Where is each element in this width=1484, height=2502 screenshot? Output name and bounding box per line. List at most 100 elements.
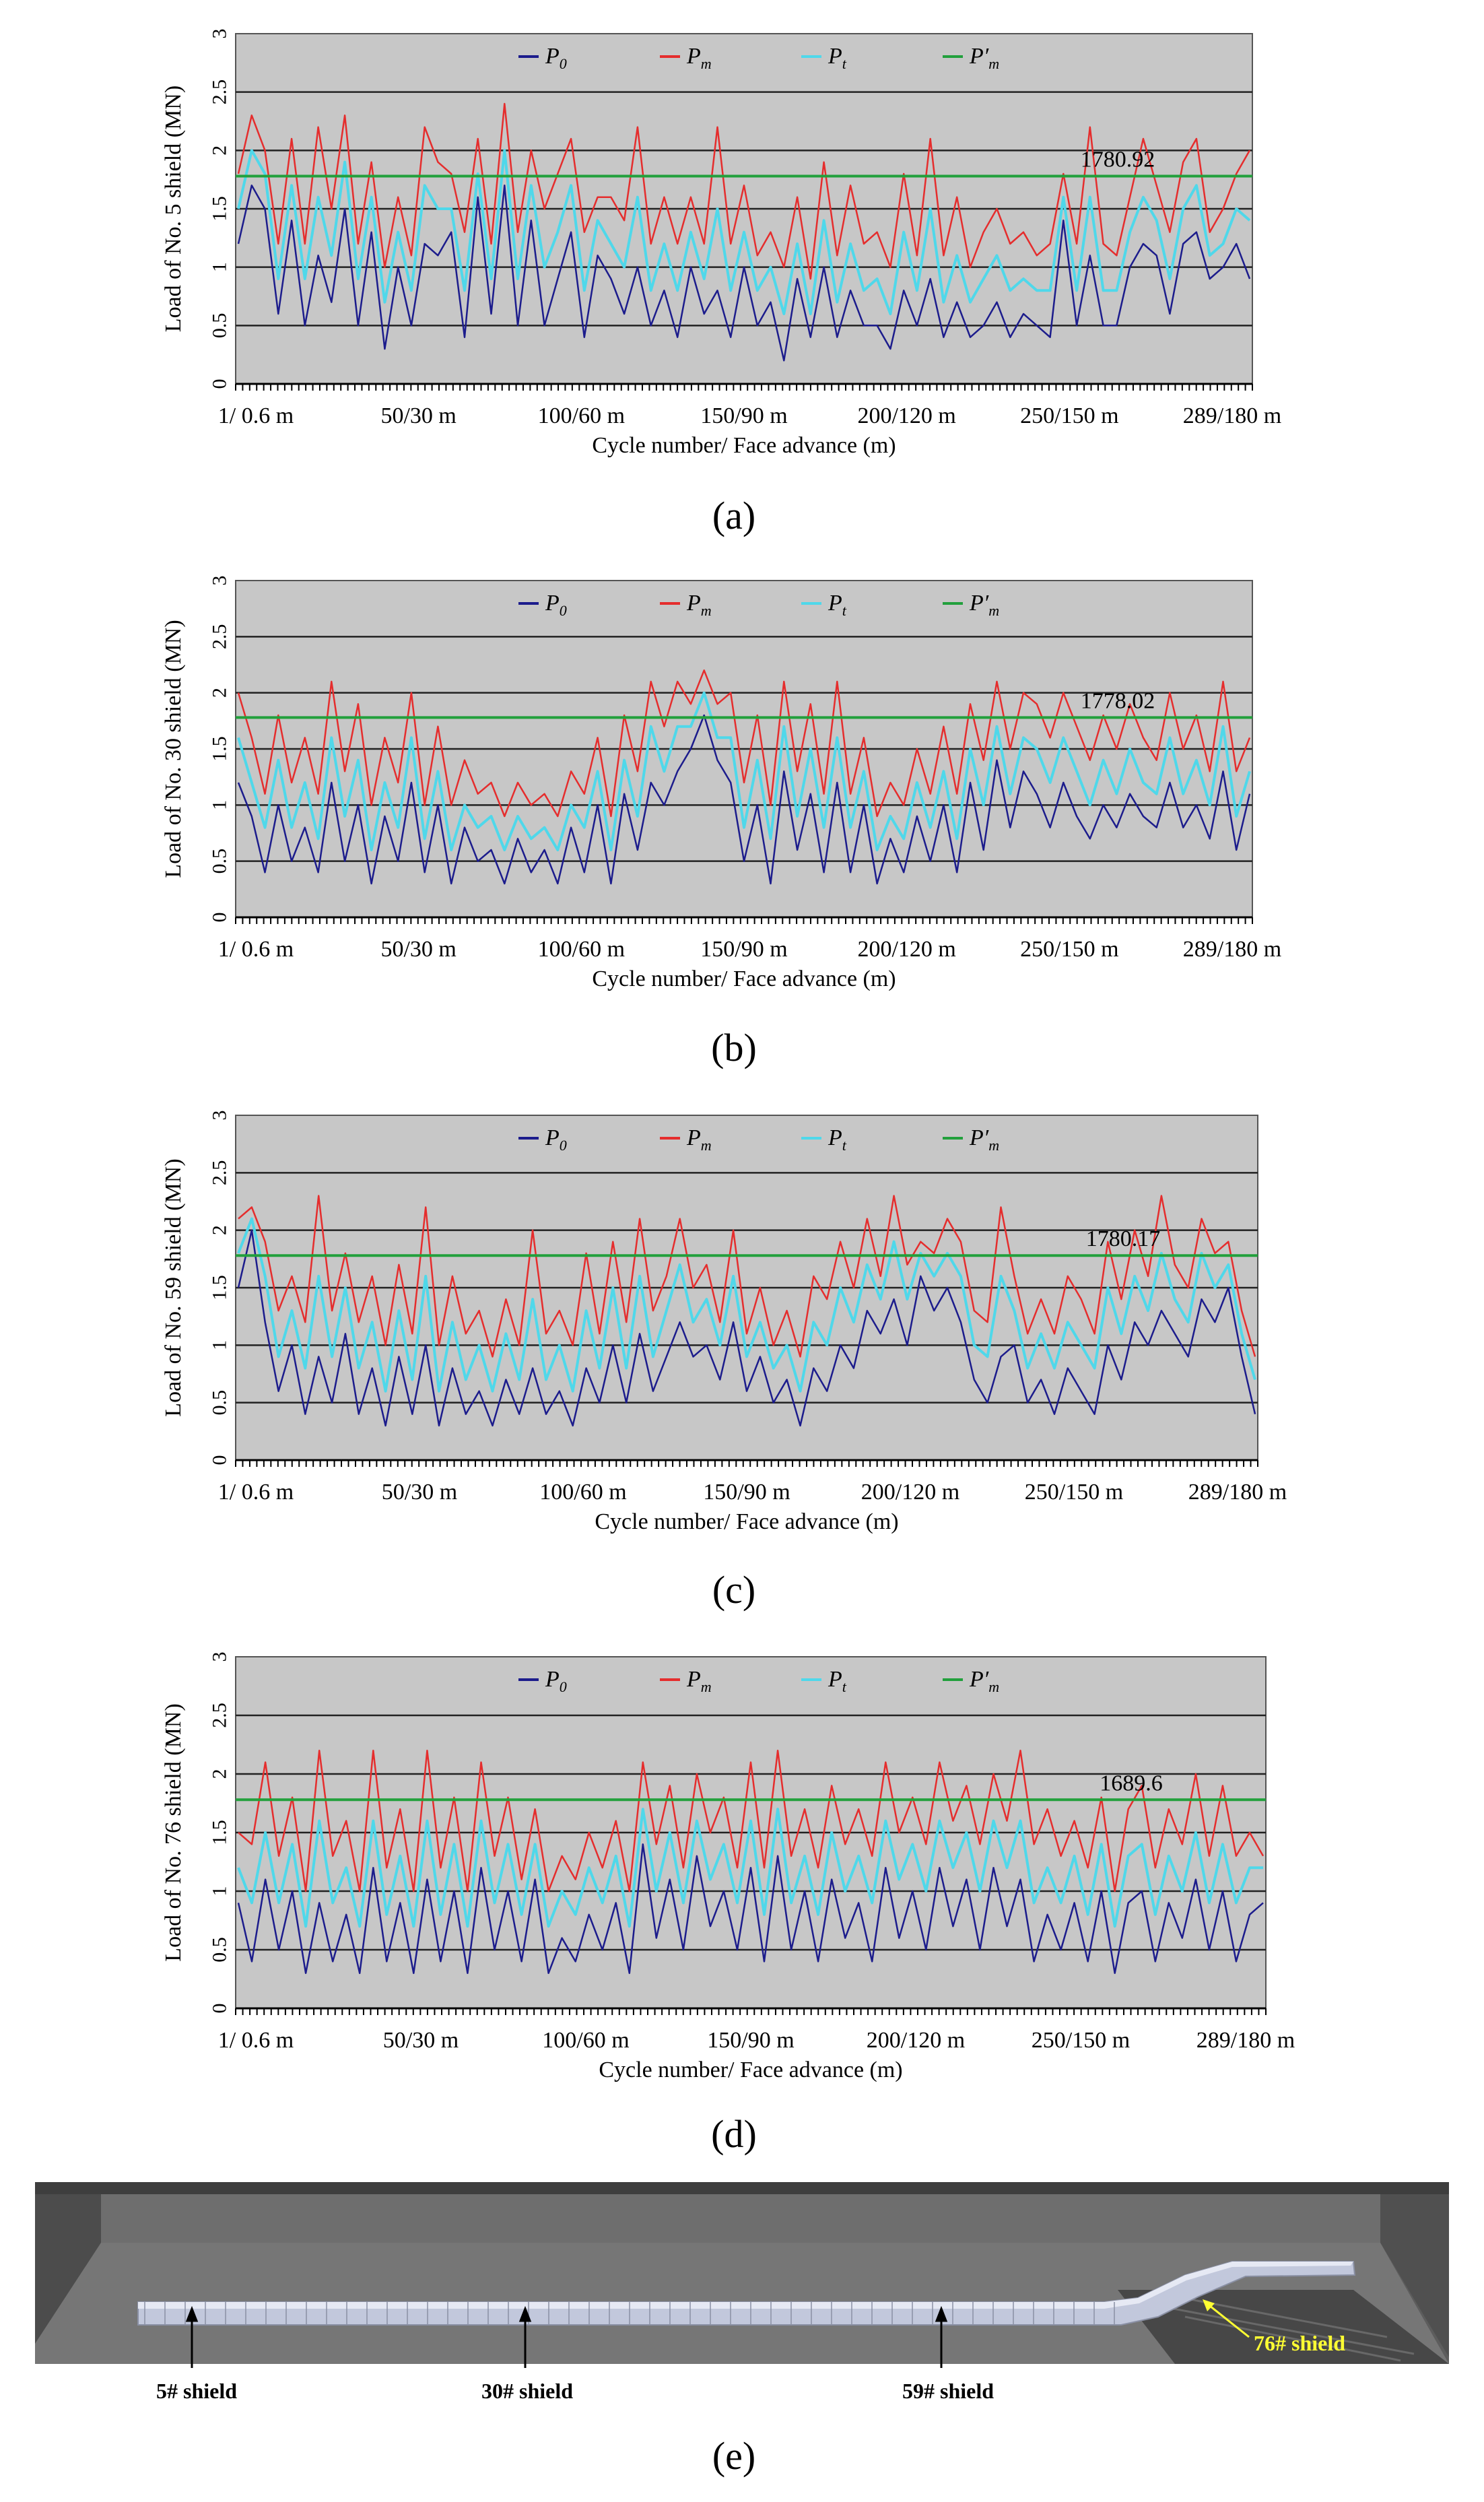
x-tick-label: 289/180 m	[1188, 1480, 1287, 1505]
threshold-value-annotation: 1778.02	[1081, 688, 1155, 713]
y-tick-label: 3	[209, 1652, 231, 1662]
chart-panel-c: 0 0.5 1 1.5 2 2.5 3 1/ 0.6 m 50/30 m 100/60 m 150/…	[161, 1111, 1287, 1612]
x-tick-label: 200/120 m	[867, 2028, 965, 2053]
y-axis-label: Load of No. 76 shield (MN)	[161, 1703, 186, 1961]
y-tick-label: 0.5	[209, 1390, 231, 1416]
arrow-30-shield-head	[518, 2305, 532, 2322]
x-tick-label: 1/ 0.6 m	[218, 403, 294, 428]
y-axis-label: Load of No. 30 shield (MN)	[161, 620, 186, 878]
y-tick-label: 1	[209, 800, 231, 810]
chart-panel-d: 0 0.5 1 1.5 2 2.5 3 1/ 0.6 m 50/30 m 100/60 m 150/…	[161, 1652, 1295, 2157]
x-tick-label: 150/90 m	[707, 2028, 794, 2053]
x-tick-label: 200/120 m	[861, 1480, 959, 1505]
y-tick-label: 2.5	[209, 1703, 231, 1728]
series-line-p0	[237, 1229, 1256, 1427]
x-axis-label: Cycle number/ Face advance (m)	[595, 1509, 898, 1534]
threshold-value-annotation: 1689.6	[1100, 1771, 1163, 1796]
y-tick-label: 2.5	[209, 624, 231, 650]
x-axis-label: Cycle number/ Face advance (m)	[592, 966, 896, 991]
y-tick-label: 3	[209, 1111, 231, 1121]
panel-label-e: (e)	[712, 2434, 755, 2478]
y-tick-label: 2	[209, 688, 231, 698]
panel-label-d: (d)	[711, 2112, 757, 2156]
y-tick-label: 1.5	[209, 736, 231, 762]
x-tick-label: 150/90 m	[703, 1480, 790, 1505]
x-tick-label: 250/150 m	[1032, 2028, 1130, 2053]
x-tick-label: 100/60 m	[542, 2028, 629, 2053]
y-tick-label: 0	[209, 913, 231, 923]
y-tick-label: 0.5	[209, 313, 231, 339]
x-tick-label: 50/30 m	[380, 937, 456, 962]
panel-label-b: (b)	[711, 1026, 757, 1069]
series-line-pm	[238, 1195, 1256, 1358]
right-wall	[1380, 2194, 1449, 2357]
x-tick-label: 150/90 m	[700, 403, 787, 428]
series-line-pm	[238, 1749, 1264, 1892]
label-59-shield: 59# shield	[902, 2379, 994, 2403]
y-tick-label: 3	[209, 29, 231, 39]
y-tick-label: 2	[209, 1769, 231, 1779]
x-tick-label: 289/180 m	[1196, 2028, 1295, 2053]
y-tick-label: 2.5	[209, 79, 231, 105]
series-line-p0	[237, 1843, 1264, 1975]
arrow-59-shield-head	[935, 2305, 948, 2322]
panel-label-c: (c)	[712, 1568, 755, 1612]
y-tick-label: 0	[209, 1455, 231, 1466]
label-76-shield: 76# shield	[1254, 2331, 1345, 2355]
x-tick-label: 100/60 m	[538, 937, 625, 962]
panel-label-a: (a)	[712, 494, 755, 537]
y-tick-label: 2.5	[209, 1160, 231, 1186]
scene-top-edge	[35, 2182, 1449, 2194]
x-tick-label: 200/120 m	[857, 937, 955, 962]
x-tick-label: 250/150 m	[1020, 403, 1118, 428]
y-tick-label: 1.5	[209, 1275, 231, 1301]
x-axis-label: Cycle number/ Face advance (m)	[592, 433, 896, 458]
x-tick-label: 1/ 0.6 m	[218, 1480, 294, 1505]
shield-seams	[144, 2302, 1115, 2325]
series-line-pt	[237, 1217, 1256, 1393]
x-tick-label: 289/180 m	[1183, 937, 1281, 962]
y-tick-label: 1	[209, 262, 231, 272]
x-tick-label: 100/60 m	[538, 403, 625, 428]
y-tick-label: 0	[209, 2004, 231, 2014]
arrow-76-shield-head	[1203, 2299, 1215, 2311]
left-wall	[35, 2194, 101, 2344]
shield-row-top	[138, 2262, 1353, 2309]
label-30-shield: 30# shield	[481, 2379, 573, 2403]
chart-panel-a: 0 0.5 1 1.5 2 2.5 3 1/ 0.6 m 50/30 m 100/60 m 150/…	[161, 29, 1281, 538]
back-wall	[101, 2194, 1380, 2243]
series-line-p0	[237, 185, 1251, 362]
y-tick-label: 1	[209, 1886, 231, 1897]
series-line-pt	[237, 1808, 1263, 1928]
x-tick-label: 250/150 m	[1025, 1480, 1123, 1505]
arrow-76-shield	[1206, 2302, 1250, 2338]
x-tick-label: 100/60 m	[539, 1480, 626, 1505]
arrow-5-shield-head	[185, 2305, 199, 2322]
y-tick-label: 1.5	[209, 1820, 231, 1845]
y-tick-label: 0.5	[209, 849, 231, 874]
y-tick-label: 1	[209, 1340, 231, 1350]
series-line-pt	[237, 149, 1251, 315]
x-tick-label: 150/90 m	[700, 937, 787, 962]
legend-label-pm: Pm	[686, 44, 712, 72]
x-tick-label: 250/150 m	[1020, 937, 1118, 962]
threshold-value-annotation: 1780.17	[1086, 1226, 1161, 1251]
y-tick-label: 1.5	[209, 196, 231, 222]
x-tick-label: 200/120 m	[857, 403, 955, 428]
label-5-shield: 5# shield	[156, 2379, 237, 2403]
y-tick-label: 3	[209, 576, 231, 586]
floor-hatching	[1144, 2292, 1415, 2362]
x-tick-label: 50/30 m	[383, 2028, 459, 2053]
y-tick-label: 2	[209, 145, 231, 156]
legend-label-p0: P0	[545, 1667, 567, 1695]
x-tick-label: 1/ 0.6 m	[218, 2028, 294, 2053]
series-line-pm	[237, 102, 1251, 280]
y-axis-label: Load of No. 5 shield (MN)	[161, 86, 186, 332]
y-tick-label: 0.5	[209, 1937, 231, 1963]
x-tick-label: 50/30 m	[382, 1480, 457, 1505]
y-tick-label: 2	[209, 1225, 231, 1235]
series-line-pm	[237, 669, 1251, 818]
shield-layout-illustration: 5# shield 30# shield 59# shield 76# shie…	[35, 2182, 1449, 2478]
x-axis-label: Cycle number/ Face advance (m)	[599, 2057, 902, 2082]
